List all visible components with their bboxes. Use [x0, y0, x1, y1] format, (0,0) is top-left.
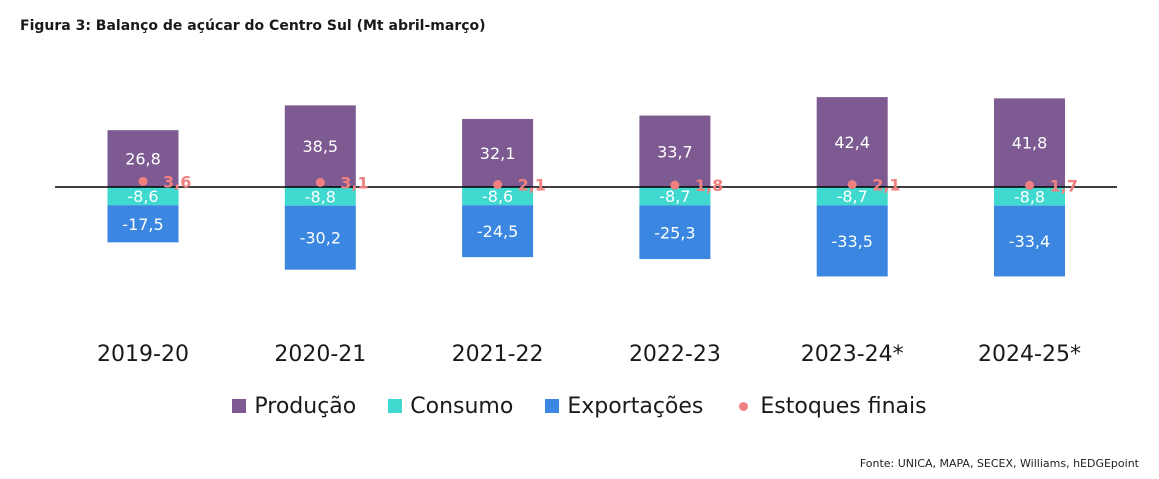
legend-item-producao: Produção: [232, 394, 356, 419]
bar-consumo: [284, 187, 356, 206]
bar-producao: [816, 97, 888, 187]
x-tick-label: 2023-24*: [801, 342, 904, 367]
legend-swatch-consumo: [388, 399, 403, 413]
data-label-producao: 41,8: [1012, 134, 1048, 153]
legend: Produção Consumo Exportações Estoques fi…: [0, 389, 1159, 423]
chart-canvas: 26,8 -8,6 -17,5 2019-20 38,5 -8,8 -30,2 2020-21…: [55, 97, 1117, 367]
bar-producao: [639, 115, 711, 187]
bar-consumo: [639, 187, 711, 206]
bar-exportacoes: [816, 205, 888, 277]
bar-consumo: [107, 187, 179, 206]
data-label-exportacoes: -33,5: [831, 232, 872, 251]
legend-label-producao: Produção: [254, 393, 357, 419]
bar-producao: [994, 98, 1065, 187]
data-label-consumo: -8,6: [482, 187, 513, 206]
legend-item-estoques: Estoques finais: [735, 393, 927, 419]
data-label-consumo: -8,6: [127, 187, 158, 206]
data-label-producao: 32,1: [480, 144, 516, 163]
x-tick-label: 2022-23: [629, 342, 721, 367]
data-label-exportacoes: -33,4: [1009, 232, 1050, 251]
bar-consumo: [994, 187, 1065, 206]
point-estoques: [847, 180, 857, 190]
legend-item-consumo: Consumo: [388, 394, 513, 419]
bar-producao: [284, 105, 356, 187]
data-label-estoques: 1,8: [695, 176, 723, 195]
bar-exportacoes: [639, 205, 711, 260]
bar-consumo: [462, 187, 534, 206]
legend-label-exportacoes: Exportações: [567, 393, 704, 419]
data-label-estoques: 1,7: [1050, 176, 1078, 195]
source-note: Fonte: UNICA, MAPA, SECEX, Williams, hED…: [859, 457, 1139, 470]
legend-label-estoques: Estoques finais: [760, 393, 927, 419]
data-label-exportacoes: -30,2: [300, 229, 341, 248]
data-label-exportacoes: -17,5: [122, 215, 163, 234]
bar-exportacoes: [284, 205, 356, 270]
data-label-estoques: 3,6: [163, 172, 191, 191]
bar-exportacoes: [107, 205, 179, 243]
data-label-exportacoes: -24,5: [477, 222, 518, 241]
data-label-estoques: 3,1: [340, 173, 368, 192]
point-estoques: [493, 180, 503, 190]
point-estoques: [138, 176, 148, 186]
legend-swatch-producao: [232, 399, 247, 413]
bar-exportacoes: [462, 205, 534, 258]
data-label-estoques: 2,1: [518, 176, 546, 195]
data-label-consumo: -8,8: [305, 187, 336, 206]
data-label-consumo: -8,7: [659, 187, 690, 206]
point-estoques: [670, 180, 680, 190]
data-label-producao: 26,8: [125, 150, 161, 169]
x-tick-label: 2019-20: [97, 342, 189, 367]
data-label-producao: 38,5: [302, 137, 338, 156]
data-label-producao: 33,7: [657, 142, 693, 161]
chart-title: Figura 3: Balanço de açúcar do Centro Su…: [20, 18, 486, 34]
x-tick-label: 2024-25*: [978, 342, 1081, 367]
legend-label-consumo: Consumo: [410, 393, 514, 419]
data-label-consumo: -8,8: [1014, 187, 1045, 206]
legend-swatch-exportacoes: [545, 399, 560, 413]
data-label-exportacoes: -25,3: [654, 223, 695, 242]
bar-consumo: [816, 187, 888, 206]
data-label-estoques: 2,1: [872, 176, 900, 195]
point-estoques: [315, 177, 325, 187]
legend-item-exportacoes: Exportações: [545, 394, 703, 419]
x-tick-label: 2020-21: [274, 342, 366, 367]
point-estoques: [1025, 180, 1034, 190]
bar-exportacoes: [994, 205, 1065, 277]
data-label-producao: 42,4: [834, 133, 870, 152]
data-label-consumo: -8,7: [837, 187, 868, 206]
bar-producao: [462, 118, 534, 187]
legend-dot-estoques: [739, 401, 749, 411]
x-tick-label: 2021-22: [452, 342, 544, 367]
